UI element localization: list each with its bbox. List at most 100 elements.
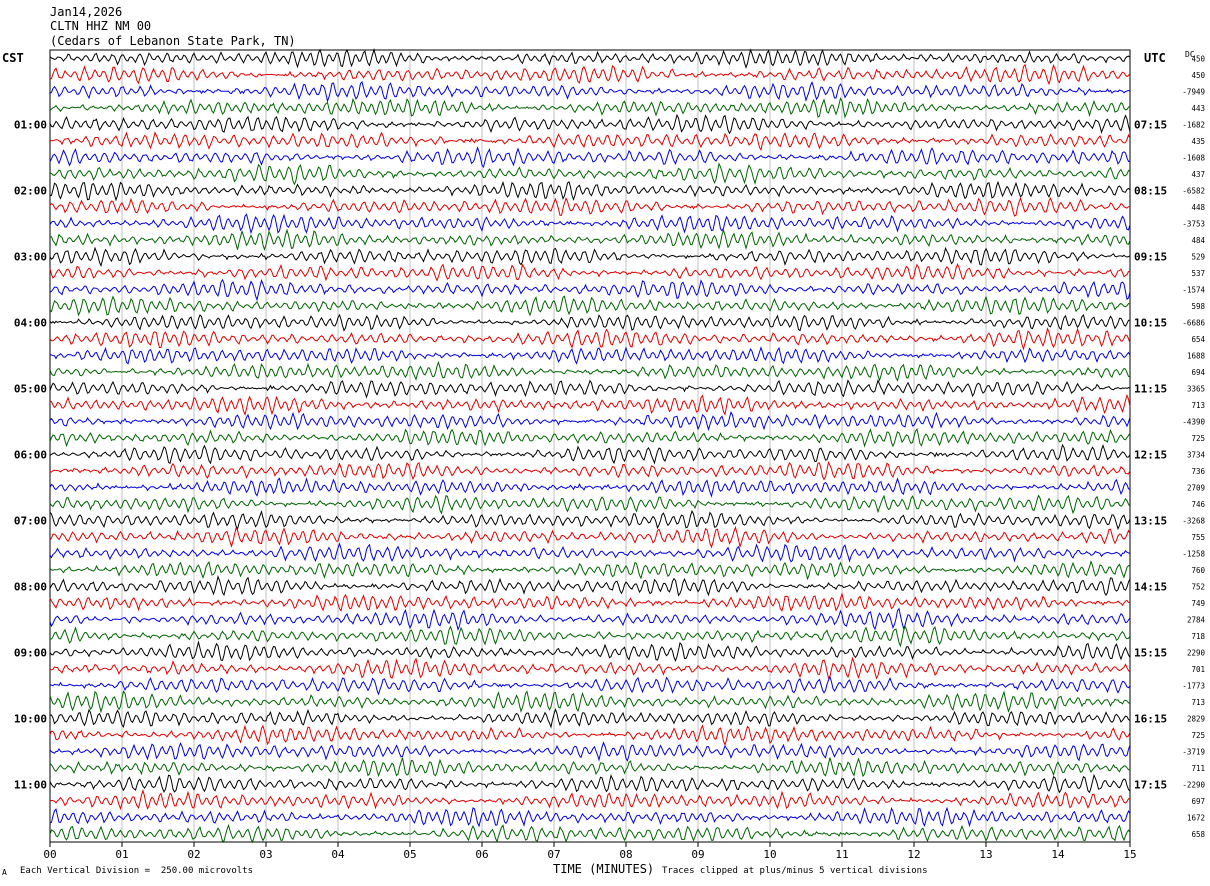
dc-value: 654 bbox=[1191, 335, 1205, 344]
trace-line-2 bbox=[49, 80, 1131, 103]
trace-line-40 bbox=[49, 708, 1131, 729]
dc-value: -3268 bbox=[1182, 516, 1205, 525]
trace-line-16 bbox=[49, 313, 1130, 332]
dc-value: 713 bbox=[1191, 401, 1205, 410]
trace-line-25 bbox=[49, 460, 1131, 481]
dc-value: 755 bbox=[1191, 533, 1205, 542]
footer-mark: A bbox=[2, 868, 7, 877]
right-hour-label: 13:15 bbox=[1134, 514, 1167, 527]
trace-line-21 bbox=[49, 393, 1131, 417]
trace-line-42 bbox=[49, 741, 1131, 762]
dc-value: 752 bbox=[1191, 582, 1205, 591]
dc-value: 694 bbox=[1191, 368, 1205, 377]
dc-value: -4390 bbox=[1182, 417, 1205, 426]
trace-line-0 bbox=[49, 48, 1131, 69]
trace-line-12 bbox=[49, 246, 1131, 268]
trace-line-19 bbox=[49, 360, 1131, 382]
x-tick-label: 11 bbox=[835, 848, 848, 861]
dc-value: 711 bbox=[1191, 764, 1205, 773]
x-tick-label: 08 bbox=[619, 848, 632, 861]
dc-value: -1574 bbox=[1182, 285, 1205, 294]
right-hour-label: 11:15 bbox=[1134, 382, 1167, 395]
trace-line-22 bbox=[49, 410, 1131, 432]
dc-value: -3753 bbox=[1182, 219, 1205, 228]
left-hour-label: 05:00 bbox=[14, 382, 47, 395]
vertical-scale-note: Each Vertical Division = 250.00 microvol… bbox=[20, 866, 253, 876]
trace-line-31 bbox=[49, 560, 1131, 581]
dc-value: -2290 bbox=[1182, 780, 1205, 789]
dc-value: -1258 bbox=[1182, 549, 1205, 558]
dc-value: 2829 bbox=[1187, 714, 1205, 723]
trace-line-37 bbox=[49, 656, 1131, 680]
dc-value: -6582 bbox=[1182, 186, 1205, 195]
dc-value: -1773 bbox=[1182, 681, 1205, 690]
station-location: (Cedars of Lebanon State Park, TN) bbox=[50, 34, 296, 48]
dc-value: 450 bbox=[1191, 71, 1205, 80]
right-hour-label: 07:15 bbox=[1134, 118, 1167, 131]
right-hour-label: 14:15 bbox=[1134, 580, 1167, 593]
left-hour-label: 07:00 bbox=[14, 514, 47, 527]
x-tick-label: 01 bbox=[115, 848, 128, 861]
x-tick-label: 06 bbox=[475, 848, 488, 861]
trace-line-33 bbox=[49, 592, 1131, 612]
trace-line-14 bbox=[49, 278, 1131, 302]
trace-line-5 bbox=[49, 131, 1131, 151]
right-hour-label: 17:15 bbox=[1134, 778, 1167, 791]
station-code: CLTN HHZ NM 00 bbox=[50, 19, 152, 33]
trace-line-8 bbox=[49, 180, 1131, 202]
dc-value: -1608 bbox=[1182, 153, 1205, 162]
x-tick-label: 05 bbox=[403, 848, 416, 861]
dc-value: -6686 bbox=[1182, 318, 1205, 327]
dc-value: 2784 bbox=[1187, 615, 1206, 624]
trace-group bbox=[49, 48, 1131, 844]
trace-line-36 bbox=[49, 640, 1131, 663]
trace-line-9 bbox=[49, 196, 1131, 217]
dc-value: 448 bbox=[1191, 203, 1205, 212]
dc-value: 701 bbox=[1191, 665, 1205, 674]
x-tick-label: 13 bbox=[979, 848, 992, 861]
x-tick-label: 10 bbox=[763, 848, 776, 861]
x-tick-label: 09 bbox=[691, 848, 704, 861]
right-hour-label: 09:15 bbox=[1134, 250, 1167, 263]
left-hour-label: 01:00 bbox=[14, 118, 47, 131]
trace-line-35 bbox=[49, 625, 1131, 648]
dc-value: 658 bbox=[1191, 830, 1205, 839]
left-hour-label: 04:00 bbox=[14, 316, 47, 329]
dc-value: 1672 bbox=[1187, 813, 1205, 822]
dc-value: 736 bbox=[1191, 467, 1205, 476]
x-tick-label: 04 bbox=[331, 848, 345, 861]
minute-gridlines bbox=[121, 50, 1059, 842]
trace-line-18 bbox=[49, 346, 1131, 365]
x-tick-labels: 00 01 02 03 04 05 06 07 08 09 10 11 12 13 14 15 bbox=[43, 842, 1137, 861]
right-hour-label: 16:15 bbox=[1134, 712, 1167, 725]
x-tick-label: 15 bbox=[1123, 848, 1136, 861]
right-hour-label: 10:15 bbox=[1134, 316, 1167, 329]
left-hour-labels: 01:00 02:00 03:00 04:00 05:00 06:00 07:00 08:00… bbox=[14, 118, 47, 791]
dc-value: 537 bbox=[1191, 269, 1205, 278]
dc-value: 3734 bbox=[1187, 450, 1206, 459]
x-tick-label: 03 bbox=[259, 848, 272, 861]
trace-line-7 bbox=[49, 162, 1131, 186]
x-tick-label: 12 bbox=[907, 848, 920, 861]
dc-value: 749 bbox=[1191, 599, 1205, 608]
right-hour-labels: 07:15 08:15 09:15 10:15 11:15 12:15 13:15 14:15… bbox=[1134, 118, 1167, 791]
trace-line-46 bbox=[49, 806, 1131, 828]
trace-line-47 bbox=[49, 823, 1131, 844]
right-hour-label: 08:15 bbox=[1134, 184, 1167, 197]
right-hour-label: 15:15 bbox=[1134, 646, 1167, 659]
trace-line-29 bbox=[49, 525, 1131, 549]
x-tick-label: 07 bbox=[547, 848, 560, 861]
trace-line-41 bbox=[49, 724, 1131, 747]
trace-line-32 bbox=[49, 575, 1131, 597]
left-hour-label: 02:00 bbox=[14, 184, 47, 197]
left-hour-label: 11:00 bbox=[14, 778, 47, 791]
trace-line-11 bbox=[49, 228, 1131, 251]
trace-line-39 bbox=[49, 690, 1131, 714]
dc-value: 725 bbox=[1191, 434, 1205, 443]
trace-line-4 bbox=[49, 113, 1131, 135]
trace-line-30 bbox=[49, 542, 1131, 563]
plot-date: Jan14,2026 bbox=[50, 5, 123, 19]
left-hour-label: 09:00 bbox=[14, 646, 47, 659]
left-timezone-label: CST bbox=[2, 51, 24, 65]
x-tick-label: 02 bbox=[187, 848, 200, 861]
